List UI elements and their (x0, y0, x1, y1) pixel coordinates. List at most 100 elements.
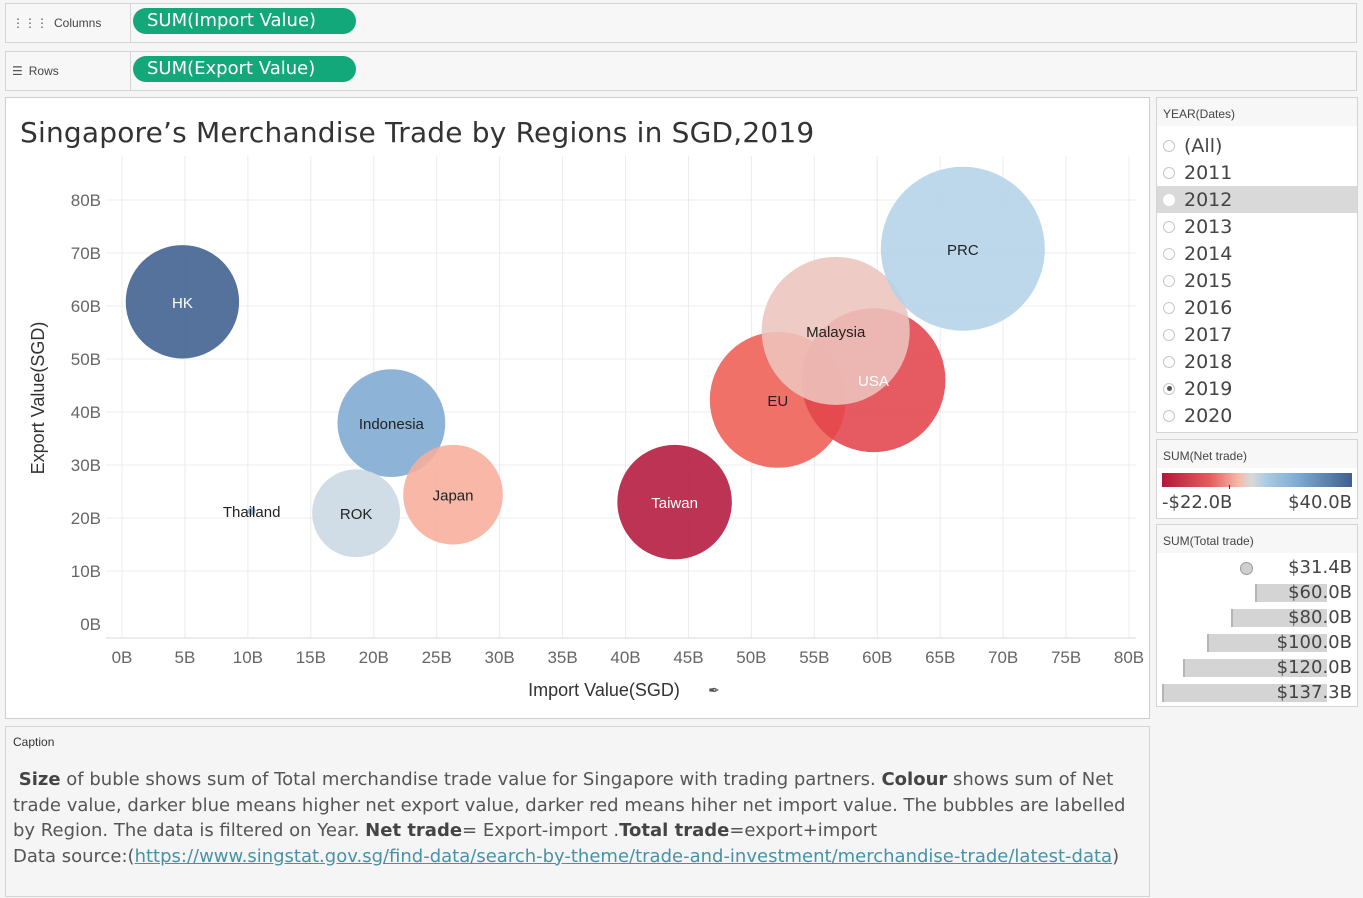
bubble-malaysia[interactable] (761, 256, 910, 405)
year-option-2012[interactable]: 2012 (1157, 186, 1357, 213)
data-source-link[interactable]: https://www.singstat.gov.sg/find-data/se… (134, 845, 1113, 867)
bubble-label: Thailand (223, 504, 281, 521)
net-trade-zero-mark (1229, 485, 1230, 489)
bubble-label: Malaysia (806, 324, 866, 341)
y-tick-label: 60B (71, 297, 101, 316)
bubble-label: USA (858, 373, 889, 390)
net-trade-legend-title: SUM(Net trade) (1157, 440, 1357, 468)
caption-text: Size of buble shows sum of Total merchan… (13, 767, 1148, 869)
year-option-2020[interactable]: 2020 (1157, 402, 1357, 429)
bubble-label: Indonesia (359, 416, 425, 433)
radio-icon[interactable] (1163, 166, 1175, 179)
year-option-label: 2017 (1184, 323, 1233, 346)
year-option-label: 2012 (1184, 188, 1233, 211)
x-tick-label: 60B (862, 648, 892, 667)
radio-icon[interactable] (1163, 247, 1175, 260)
bubble-chart: 0B 5B 10B 15B 20B 25B 30B 35B 40B 45B 50B 55B 60B 65B… (28, 156, 1144, 700)
x-tick-label: 20B (359, 648, 389, 667)
size-legend-dot (1240, 562, 1253, 575)
radio-icon[interactable] (1163, 193, 1175, 206)
year-option-label: (All) (1184, 134, 1223, 157)
radio-icon[interactable] (1163, 139, 1175, 152)
columns-icon: ⋮⋮⋮ (12, 16, 48, 30)
caption-panel: Caption Size of buble shows sum of Total… (5, 726, 1150, 897)
caption-total-label: Total trade (619, 820, 730, 841)
y-tick-label: 50B (71, 350, 101, 369)
year-option-all[interactable]: (All) (1157, 132, 1357, 159)
year-option-2015[interactable]: 2015 (1157, 267, 1357, 294)
caption-colour-text: shows sum of Net trade value, darker blu… (13, 769, 1126, 841)
bubble-indonesia[interactable] (337, 369, 446, 478)
year-filter-card: YEAR(Dates) (All) 2011 2012 2013 2014 2015 201… (1156, 97, 1358, 433)
export-value-pill[interactable]: SUM(Export Value) (133, 56, 356, 82)
size-legend-row: $120.0B (1157, 656, 1357, 680)
chart-title: Singapore’s Merchandise Trade by Regions… (20, 116, 815, 149)
year-filter-list: (All) 2011 2012 2013 2014 2015 2016 2017 2018 201… (1157, 126, 1357, 429)
bubble-taiwan[interactable] (617, 444, 732, 560)
rows-shelf: ☰ Rows SUM(Export Value) (5, 51, 1357, 91)
bubble-japan[interactable] (403, 444, 503, 545)
bubble-hk[interactable] (125, 245, 240, 359)
total-trade-legend-title: SUM(Total trade) (1157, 525, 1357, 553)
caption-size-text: of buble shows sum of Total merchandise … (60, 769, 882, 790)
size-legend-row: $137.3B (1157, 681, 1357, 705)
year-option-2019[interactable]: 2019 (1157, 375, 1357, 402)
size-legend-bar (1254, 584, 1327, 602)
x-tick-label: 40B (610, 648, 640, 667)
radio-icon[interactable] (1163, 301, 1175, 314)
net-trade-min-label: -$22.0B (1162, 492, 1233, 513)
radio-icon[interactable] (1163, 409, 1175, 422)
year-option-label: 2018 (1184, 350, 1233, 373)
bubble-label: PRC (947, 242, 979, 259)
year-option-2013[interactable]: 2013 (1157, 213, 1357, 240)
year-option-2016[interactable]: 2016 (1157, 294, 1357, 321)
bubble-label: ROK (340, 506, 373, 523)
size-legend-row: $60.0B (1157, 581, 1357, 605)
caption-source-prefix: Data source:( (13, 845, 135, 867)
year-option-2017[interactable]: 2017 (1157, 321, 1357, 348)
radio-icon[interactable] (1163, 382, 1175, 395)
size-legend-label: $80.0B (1288, 607, 1352, 628)
y-tick-label: 20B (71, 509, 101, 528)
year-option-label: 2020 (1184, 404, 1233, 427)
x-tick-label: 30B (485, 648, 515, 667)
radio-icon[interactable] (1163, 355, 1175, 368)
size-legend-bar (1230, 609, 1327, 627)
size-legend-label: $100.0B (1276, 632, 1352, 653)
year-option-2014[interactable]: 2014 (1157, 240, 1357, 267)
x-tick-label: 0B (112, 648, 133, 667)
year-option-2018[interactable]: 2018 (1157, 348, 1357, 375)
size-legend-label: $31.4B (1288, 557, 1352, 578)
chart-panel: Singapore’s Merchandise Trade by Regions… (5, 97, 1150, 719)
size-legend-row: $100.0B (1157, 631, 1357, 655)
total-trade-legend: SUM(Total trade) $31.4B $60.0B $80.0B $100.… (1156, 524, 1358, 707)
columns-shelf: ⋮⋮⋮ Columns SUM(Import Value) (5, 3, 1357, 43)
size-legend-label: $120.0B (1276, 657, 1352, 678)
y-tick-label: 0B (80, 615, 101, 634)
year-option-label: 2013 (1184, 215, 1233, 238)
import-value-pill[interactable]: SUM(Import Value) (133, 8, 356, 34)
y-tick-label: 10B (71, 562, 101, 581)
bubble-label: EU (767, 393, 788, 410)
caption-colour-label: Colour (881, 769, 948, 790)
pin-icon[interactable]: ✒ (708, 683, 720, 699)
bubble-rok[interactable] (312, 469, 401, 558)
radio-icon[interactable] (1163, 274, 1175, 287)
caption-net-text: = Export-import . (462, 820, 620, 841)
x-tick-label: 55B (799, 648, 829, 667)
bubble-thailand[interactable] (247, 507, 256, 516)
x-tick-label: 70B (988, 648, 1018, 667)
y-tick-label: 40B (71, 403, 101, 422)
net-trade-max-label: $40.0B (1288, 492, 1352, 513)
radio-icon[interactable] (1163, 220, 1175, 233)
caption-total-text: =export+import (729, 820, 878, 841)
bubble-label: Japan (433, 488, 474, 505)
size-legend-bar (1182, 659, 1327, 677)
bubble-prc[interactable] (880, 166, 1045, 331)
radio-icon[interactable] (1163, 328, 1175, 341)
x-tick-label: 45B (673, 648, 703, 667)
bubble-label: HK (172, 295, 193, 312)
caption-heading: Caption (13, 735, 55, 749)
year-option-2011[interactable]: 2011 (1157, 159, 1357, 186)
y-axis-title: Export Value(SGD) (28, 322, 48, 475)
